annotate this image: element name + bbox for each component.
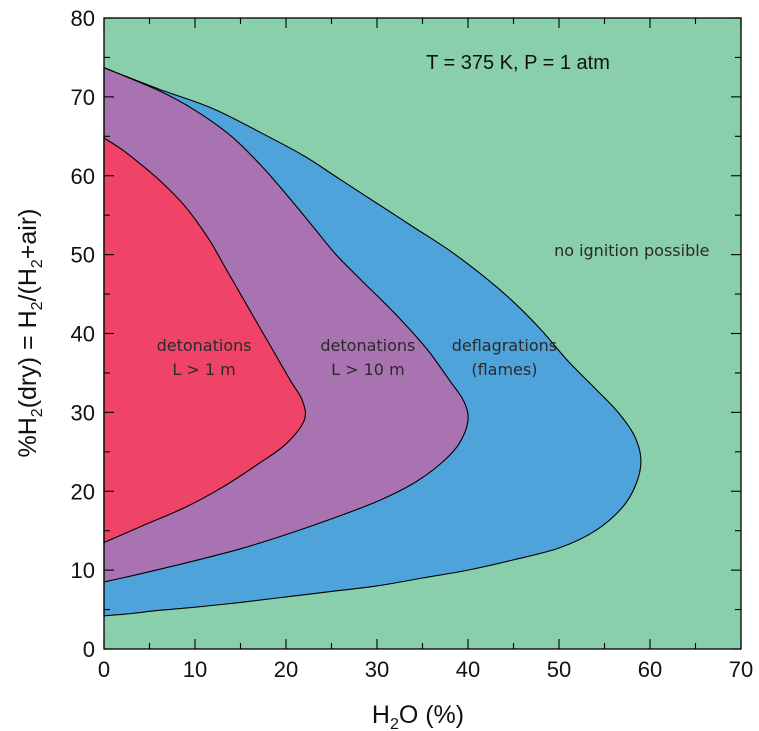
region-label-1: detonations L > 10 m bbox=[320, 336, 415, 379]
region-label-0: deflagrations (flames) bbox=[452, 336, 557, 379]
y-tick-label: 40 bbox=[71, 322, 95, 347]
x-tick-label: 50 bbox=[547, 657, 571, 682]
y-tick-label: 0 bbox=[83, 637, 95, 662]
regions bbox=[103, 66, 642, 617]
x-tick-label: 20 bbox=[274, 657, 298, 682]
x-tick-label: 40 bbox=[456, 657, 480, 682]
region-labels: deflagrations (flames) detonations L > 10 m… bbox=[157, 241, 710, 379]
y-tick-label: 20 bbox=[71, 479, 95, 504]
y-tick-label: 60 bbox=[71, 164, 95, 189]
x-tick-label: 10 bbox=[183, 657, 207, 682]
x-tick-label: 60 bbox=[638, 657, 662, 682]
x-tick-label: 30 bbox=[365, 657, 389, 682]
tick-labels: 0 10 20 30 40 50 60 70 0 10 20 30 40 50 60 70 80 bbox=[71, 6, 754, 682]
plot-frame bbox=[103, 17, 742, 650]
y-axis-title: %H2(dry) = H2/(H2+air) bbox=[14, 209, 46, 458]
x-axis-title: H2O (%) bbox=[372, 701, 464, 731]
region-label-2: detonations L > 1 m bbox=[157, 336, 252, 379]
region-area-2 bbox=[103, 136, 306, 544]
y-tick-label: 80 bbox=[71, 6, 95, 31]
y-tick-label: 10 bbox=[71, 558, 95, 583]
x-tick-label: 0 bbox=[98, 657, 110, 682]
y-tick-label: 50 bbox=[71, 243, 95, 268]
conditions-annotation: T = 375 K, P = 1 atm bbox=[426, 52, 610, 74]
region-label-no-ignition: no ignition possible bbox=[554, 241, 709, 260]
x-tick-label: 70 bbox=[729, 657, 753, 682]
y-tick-label: 70 bbox=[71, 85, 95, 110]
y-tick-label: 30 bbox=[71, 400, 95, 425]
